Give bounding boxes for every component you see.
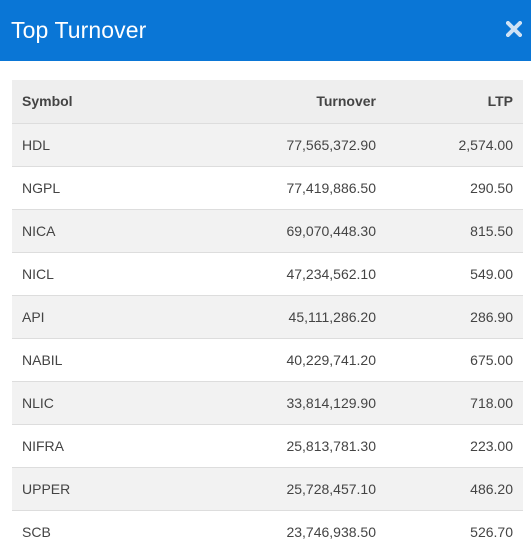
modal-header: Top Turnover (0, 0, 531, 61)
symbol-cell: NIFRA (12, 423, 203, 467)
table-row[interactable]: NIFRA 25,813,781.30 223.00 (12, 423, 523, 467)
ltp-cell: 526.70 (384, 509, 523, 553)
column-header-turnover[interactable]: Turnover (203, 80, 384, 124)
table-row[interactable]: API 45,111,286.20 286.90 (12, 294, 523, 338)
turnover-cell: 69,070,448.30 (203, 208, 384, 252)
ltp-cell: 223.00 (384, 423, 523, 467)
symbol-cell: SCB (12, 509, 203, 553)
ltp-cell: 549.00 (384, 251, 523, 295)
symbol-cell: NABIL (12, 337, 203, 381)
turnover-cell: 47,234,562.10 (203, 251, 384, 295)
turnover-cell: 77,419,886.50 (203, 165, 384, 209)
symbol-cell: API (12, 294, 203, 338)
symbol-cell: NICL (12, 251, 203, 295)
turnover-cell: 25,813,781.30 (203, 423, 384, 467)
table-row[interactable]: HDL 77,565,372.90 2,574.00 (12, 122, 523, 166)
table-row[interactable]: UPPER 25,728,457.10 486.20 (12, 466, 523, 510)
turnover-table-container: Symbol Turnover LTP HDL 77,565,372.90 2,… (12, 80, 523, 553)
table-row[interactable]: NGPL 77,419,886.50 290.50 (12, 165, 523, 209)
turnover-cell: 40,229,741.20 (203, 337, 384, 381)
column-header-symbol[interactable]: Symbol (12, 80, 203, 124)
turnover-cell: 23,746,938.50 (203, 509, 384, 553)
ltp-cell: 486.20 (384, 466, 523, 510)
turnover-cell: 77,565,372.90 (203, 122, 384, 166)
ltp-cell: 675.00 (384, 337, 523, 381)
close-icon (506, 21, 522, 37)
ltp-cell: 290.50 (384, 165, 523, 209)
symbol-cell: NGPL (12, 165, 203, 209)
table-row[interactable]: NICA 69,070,448.30 815.50 (12, 208, 523, 252)
ltp-cell: 815.50 (384, 208, 523, 252)
ltp-cell: 2,574.00 (384, 122, 523, 166)
ltp-cell: 286.90 (384, 294, 523, 338)
table-header-row: Symbol Turnover LTP (12, 80, 523, 124)
symbol-cell: NICA (12, 208, 203, 252)
turnover-cell: 45,111,286.20 (203, 294, 384, 338)
close-button[interactable] (503, 16, 525, 42)
table-row[interactable]: NLIC 33,814,129.90 718.00 (12, 380, 523, 424)
symbol-cell: UPPER (12, 466, 203, 510)
symbol-cell: HDL (12, 122, 203, 166)
turnover-table: Symbol Turnover LTP HDL 77,565,372.90 2,… (12, 80, 523, 553)
ltp-cell: 718.00 (384, 380, 523, 424)
table-row[interactable]: NABIL 40,229,741.20 675.00 (12, 337, 523, 381)
column-header-ltp[interactable]: LTP (384, 80, 523, 124)
table-row[interactable]: SCB 23,746,938.50 526.70 (12, 509, 523, 553)
symbol-cell: NLIC (12, 380, 203, 424)
table-row[interactable]: NICL 47,234,562.10 549.00 (12, 251, 523, 295)
modal-title: Top Turnover (11, 17, 147, 43)
turnover-cell: 33,814,129.90 (203, 380, 384, 424)
turnover-cell: 25,728,457.10 (203, 466, 384, 510)
